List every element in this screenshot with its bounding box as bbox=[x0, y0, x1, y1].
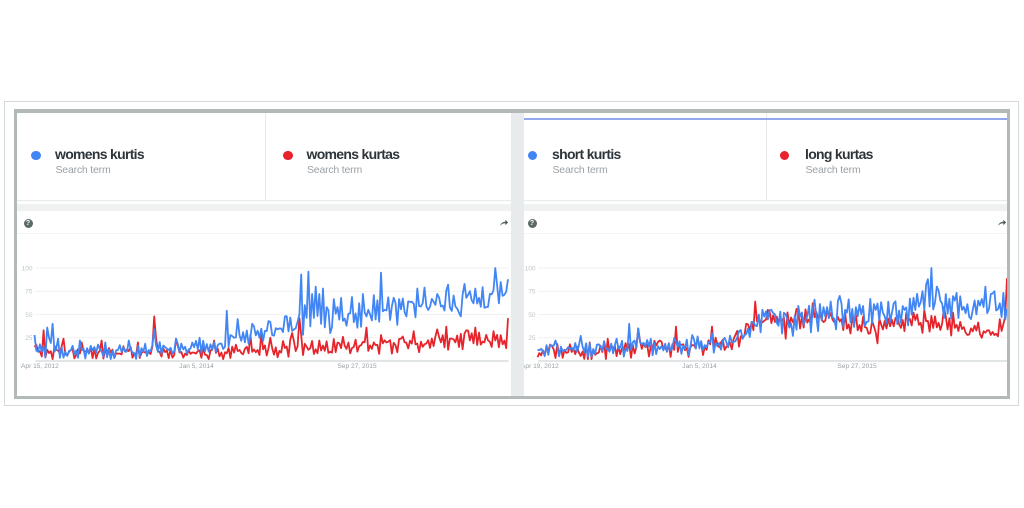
svg-text:50: 50 bbox=[25, 312, 33, 319]
svg-text:Sep 27, 2015: Sep 27, 2015 bbox=[337, 363, 377, 370]
svg-text:Apr 19, 2012: Apr 19, 2012 bbox=[524, 363, 559, 370]
svg-text:Apr 15, 2012: Apr 15, 2012 bbox=[21, 363, 59, 370]
svg-text:Jan 5, 2014: Jan 5, 2014 bbox=[179, 363, 214, 370]
svg-text:Sep 27, 2015: Sep 27, 2015 bbox=[837, 363, 877, 370]
svg-text:75: 75 bbox=[25, 289, 33, 296]
svg-text:100: 100 bbox=[22, 265, 33, 272]
svg-text:25: 25 bbox=[25, 335, 33, 342]
svg-text:25: 25 bbox=[528, 335, 536, 342]
svg-text:100: 100 bbox=[524, 265, 535, 272]
svg-text:75: 75 bbox=[528, 289, 536, 296]
svg-text:50: 50 bbox=[528, 312, 536, 319]
svg-text:Jan 5, 2014: Jan 5, 2014 bbox=[682, 363, 717, 370]
